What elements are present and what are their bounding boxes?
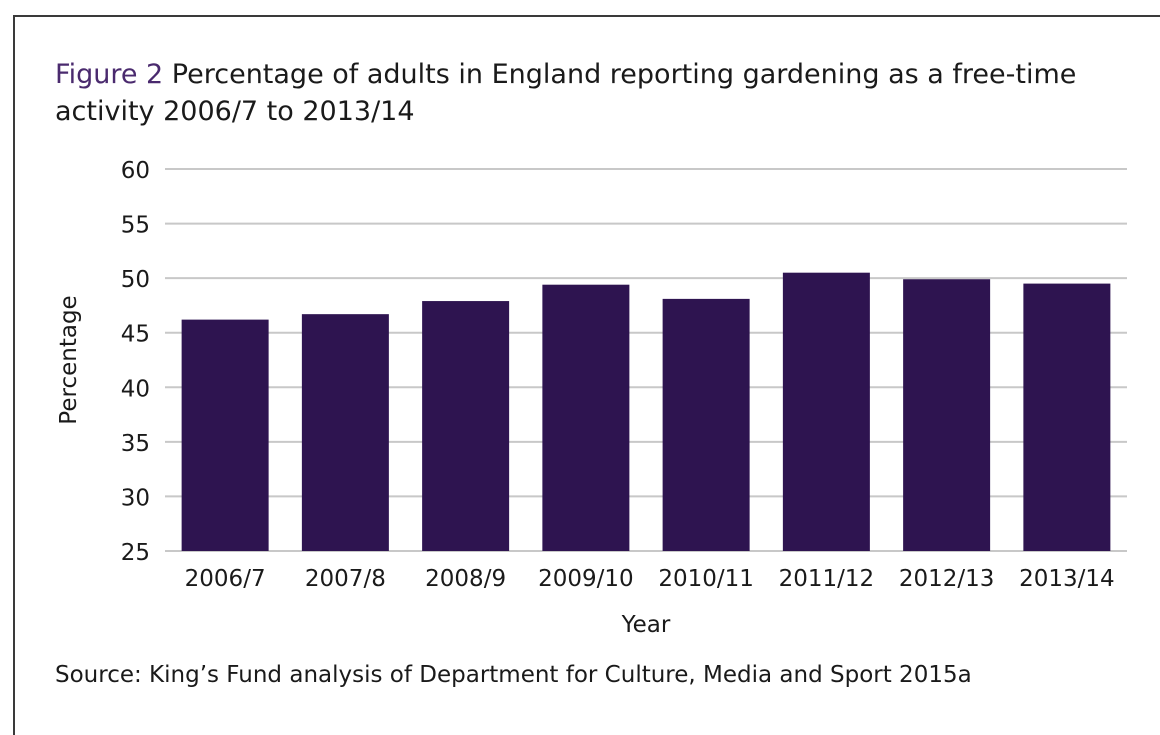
x-tick-label: 2009/10: [538, 566, 634, 592]
x-tick-label: 2013/14: [1019, 566, 1115, 592]
x-axis-label: Year: [621, 612, 671, 638]
bar-2010-11: [662, 298, 750, 551]
bar-chart: 25 30 35 40 45 50 55 60 2006/7 2007/8 2008/9 2009/…: [56, 158, 1127, 638]
bar-2013-14: [1023, 283, 1111, 551]
y-axis-ticks: 25 30 35 40 45 50 55 60: [121, 158, 150, 566]
x-tick-label: 2010/11: [658, 566, 754, 592]
bar-2006-7: [181, 319, 269, 551]
x-tick-label: 2008/9: [425, 566, 506, 592]
y-tick-label: 35: [121, 431, 150, 457]
y-axis-label: Percentage: [56, 295, 82, 424]
figure-title: Figure 2 Percentage of adults in England…: [55, 56, 1135, 130]
figure-frame: [13, 15, 1160, 735]
y-tick-label: 25: [121, 540, 150, 566]
y-tick-label: 45: [121, 322, 150, 348]
y-tick-label: 55: [121, 213, 150, 239]
bar-2008-9: [422, 301, 510, 551]
x-tick-label: 2011/12: [779, 566, 875, 592]
y-tick-label: 50: [121, 267, 150, 293]
bars: [181, 272, 1111, 551]
y-tick-label: 60: [121, 158, 150, 184]
x-tick-label: 2006/7: [185, 566, 266, 592]
figure-label: Figure 2: [55, 59, 164, 90]
figure-title-text: Percentage of adults in England reportin…: [55, 59, 1077, 127]
bar-2007-8: [301, 314, 389, 551]
bar-2011-12: [782, 272, 870, 551]
bar-2012-13: [903, 279, 991, 551]
x-axis-ticks: 2006/7 2007/8 2008/9 2009/10 2010/11 2011/12 2…: [185, 566, 1115, 592]
x-tick-label: 2007/8: [305, 566, 386, 592]
bar-2009-10: [542, 284, 630, 551]
x-tick-label: 2012/13: [899, 566, 995, 592]
y-tick-label: 40: [121, 376, 150, 402]
y-tick-label: 30: [121, 485, 150, 511]
source-note: Source: King’s Fund analysis of Departme…: [55, 662, 972, 688]
